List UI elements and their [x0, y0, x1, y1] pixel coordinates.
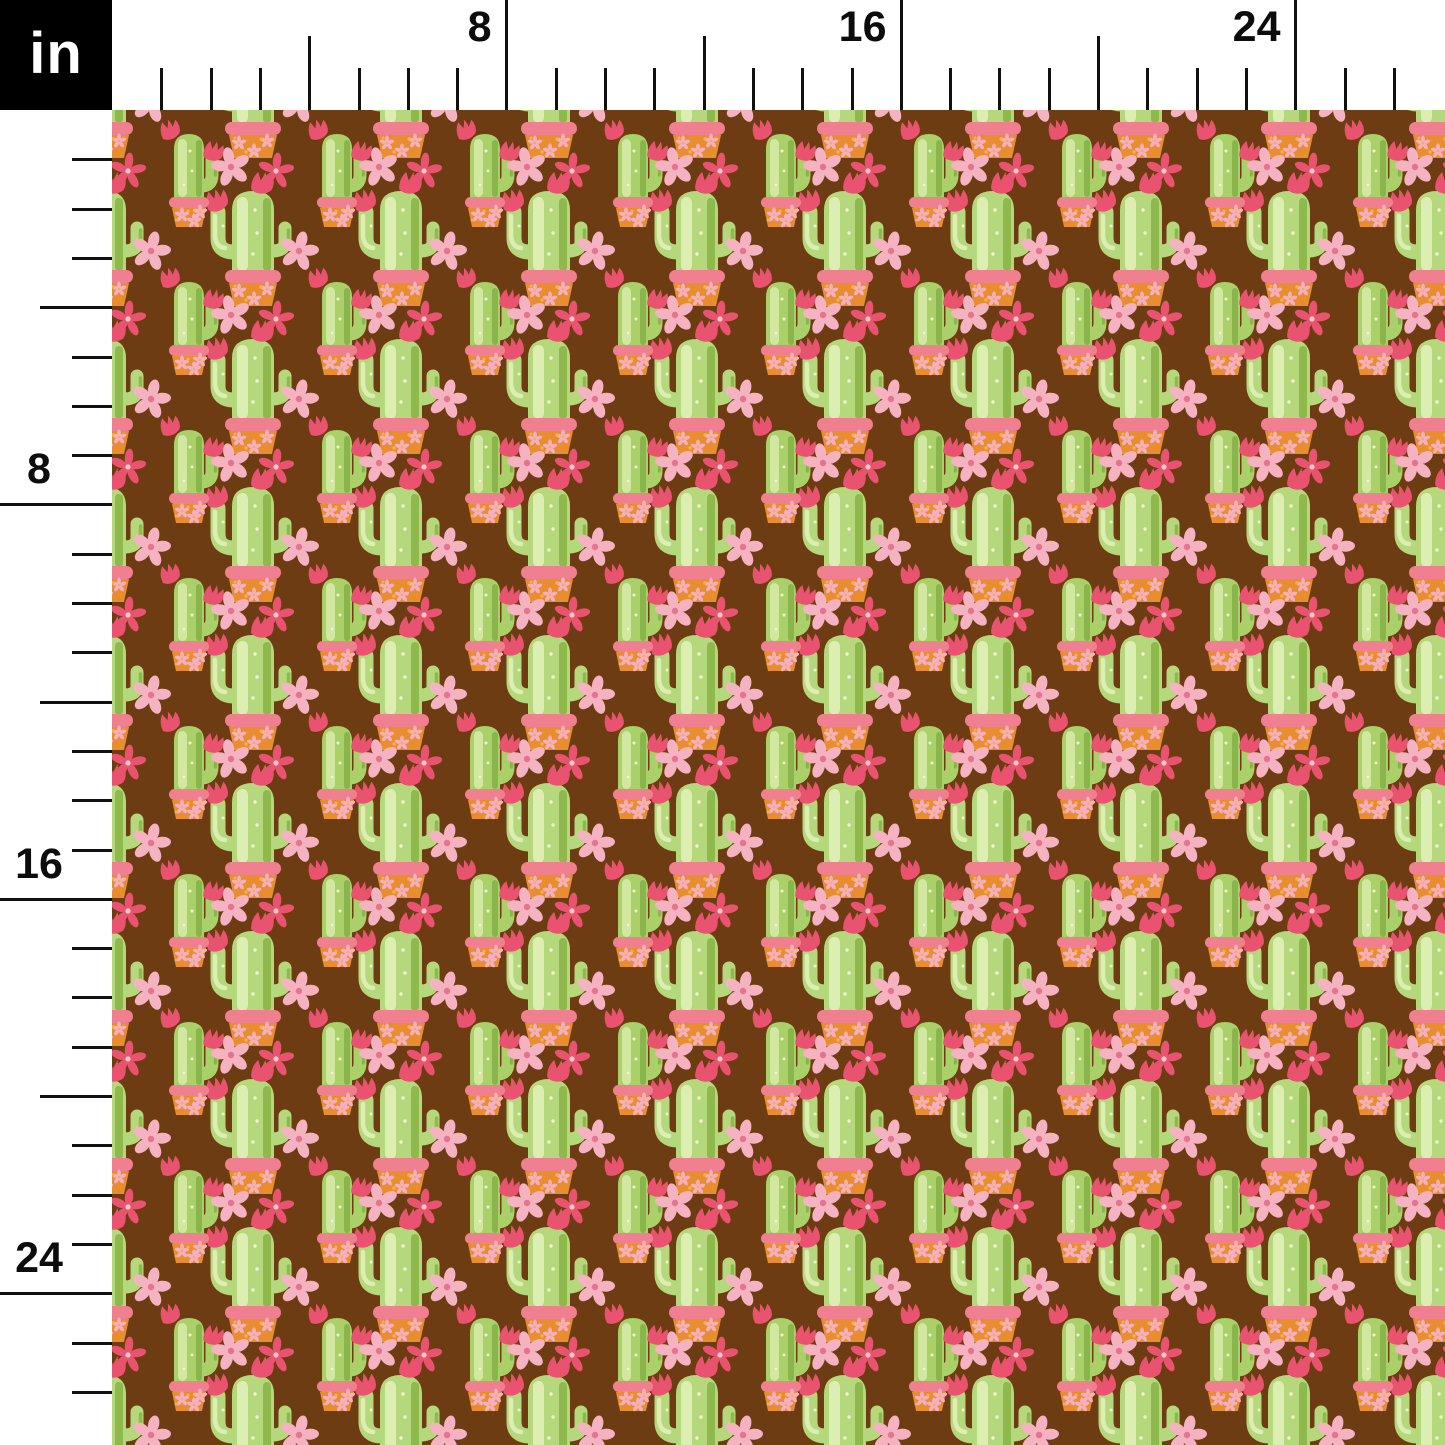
left-ruler-tick: [72, 355, 112, 359]
left-ruler-tick: [72, 1341, 112, 1345]
left-ruler-label: 24: [15, 1234, 63, 1282]
left-ruler-tick: [72, 552, 112, 556]
top-ruler-tick: [1244, 68, 1248, 110]
top-ruler-tick: [948, 68, 952, 110]
top-ruler-tick: [406, 68, 410, 110]
left-ruler-tick: [72, 404, 112, 408]
left-ruler-tick: [72, 1193, 112, 1197]
top-ruler-label: 16: [838, 3, 887, 51]
left-ruler-tick: [0, 502, 112, 506]
left-ruler-tick: [72, 453, 112, 457]
top-ruler-tick: [1096, 36, 1100, 110]
top-ruler-tick: [1047, 68, 1051, 110]
top-ruler-tick: [554, 68, 558, 110]
top-ruler-tick: [1145, 68, 1149, 110]
top-ruler-tick: [702, 36, 706, 110]
left-ruler-tick: [72, 1390, 112, 1394]
left-ruler-label: 8: [27, 445, 51, 493]
top-ruler-tick: [209, 68, 213, 110]
unit-label: in: [29, 20, 83, 86]
left-ruler-tick: [72, 1143, 112, 1147]
top-ruler-tick: [899, 0, 903, 110]
top-ruler-tick: [751, 68, 755, 110]
top-ruler-tick: [1293, 0, 1297, 110]
top-ruler-tick: [504, 0, 508, 110]
top-ruler: 8 16 24: [112, 0, 1445, 110]
top-ruler-tick: [159, 68, 163, 110]
left-ruler-tick: [40, 1094, 112, 1098]
top-ruler-tick: [455, 68, 459, 110]
top-ruler-tick: [997, 68, 1001, 110]
left-ruler-tick: [0, 897, 112, 901]
left-ruler-tick: [72, 848, 112, 852]
top-ruler-tick: [1195, 68, 1199, 110]
left-ruler-tick: [40, 700, 112, 704]
left-ruler: 8 16 24: [0, 110, 112, 1445]
unit-box: in: [0, 0, 112, 110]
left-ruler-tick: [72, 207, 112, 211]
top-ruler-tick: [1392, 68, 1396, 110]
top-ruler-tick: [258, 68, 262, 110]
top-ruler-label: 24: [1232, 3, 1281, 51]
top-ruler-tick: [357, 68, 361, 110]
fabric-pattern-area: [112, 110, 1445, 1445]
top-ruler-tick: [603, 68, 607, 110]
left-ruler-tick: [72, 946, 112, 950]
left-ruler-label: 16: [15, 840, 63, 888]
fabric-fill: [112, 110, 1445, 1445]
left-ruler-tick: [0, 1291, 112, 1295]
left-ruler-tick: [72, 798, 112, 802]
left-ruler-tick: [72, 601, 112, 605]
top-ruler-tick: [800, 68, 804, 110]
top-ruler-tick: [652, 68, 656, 110]
left-ruler-tick: [72, 1242, 112, 1246]
top-ruler-tick: [1343, 68, 1347, 110]
top-ruler-tick: [850, 68, 854, 110]
left-ruler-tick: [72, 995, 112, 999]
left-ruler-tick: [72, 157, 112, 161]
left-ruler-tick: [72, 256, 112, 260]
left-ruler-tick: [72, 749, 112, 753]
fabric-pattern-svg: [112, 110, 1445, 1445]
top-ruler-tick: [307, 36, 311, 110]
left-ruler-tick: [72, 1045, 112, 1049]
top-ruler-label: 8: [467, 3, 492, 51]
left-ruler-tick: [40, 305, 112, 309]
left-ruler-tick: [72, 650, 112, 654]
